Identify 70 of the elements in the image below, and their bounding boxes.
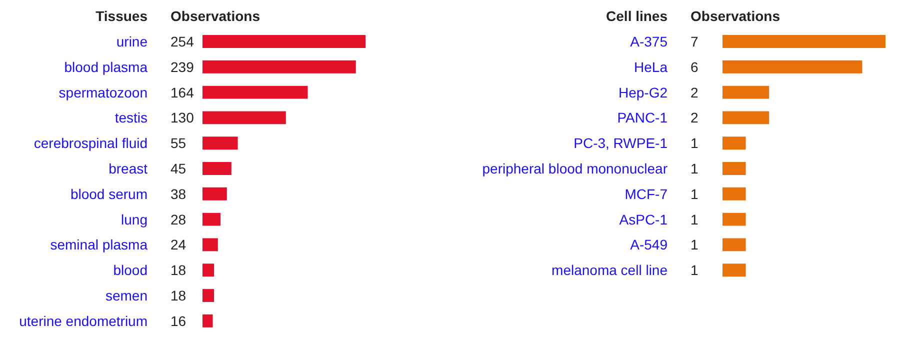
bar bbox=[202, 60, 356, 74]
y-tick-label: Hep-G2 bbox=[618, 84, 668, 100]
y-tick-label: seminal plasma bbox=[50, 236, 148, 253]
y-tick-label: A-375 bbox=[630, 34, 668, 50]
y-tick-label: A-549 bbox=[630, 236, 668, 253]
y-tick-label: blood plasma bbox=[64, 58, 148, 75]
x-axis-title: Observations bbox=[170, 8, 260, 24]
y-tick-label: AsPC-1 bbox=[619, 211, 668, 228]
y-tick-label: testis bbox=[114, 110, 148, 126]
data-label: 130 bbox=[170, 110, 194, 126]
data-label: 38 bbox=[170, 186, 186, 202]
data-label: 6 bbox=[690, 58, 698, 75]
data-label: 1 bbox=[690, 160, 698, 176]
data-label: 18 bbox=[170, 288, 186, 304]
bar bbox=[202, 187, 227, 200]
bar bbox=[722, 264, 746, 277]
bar bbox=[202, 35, 366, 48]
bar bbox=[722, 212, 746, 226]
y-tick-label: semen bbox=[105, 288, 148, 304]
y-tick-label: blood serum bbox=[70, 186, 148, 202]
data-label: 254 bbox=[170, 34, 194, 50]
bar bbox=[722, 86, 770, 99]
bar bbox=[722, 136, 746, 150]
data-label: 239 bbox=[170, 58, 194, 75]
y-tick-label: blood bbox=[113, 262, 148, 278]
y-tick-label: PANC-1 bbox=[617, 110, 668, 126]
data-label: 16 bbox=[170, 312, 186, 329]
data-label: 24 bbox=[170, 236, 186, 253]
y-axis-title: Tissues bbox=[96, 8, 148, 24]
data-label: 2 bbox=[690, 84, 698, 100]
y-tick-label: lung bbox=[121, 211, 148, 228]
y-tick-label: spermatozoon bbox=[58, 84, 148, 100]
y-tick-label: uterine endometrium bbox=[19, 312, 148, 329]
bar bbox=[722, 187, 746, 200]
y-axis-title: Cell lines bbox=[606, 8, 668, 24]
bar bbox=[722, 238, 746, 252]
y-tick-label: peripheral blood mononuclear bbox=[482, 160, 668, 176]
bar bbox=[202, 264, 214, 277]
bar bbox=[202, 238, 218, 252]
data-label: 1 bbox=[690, 211, 698, 228]
y-tick-label: urine bbox=[116, 34, 148, 50]
bar bbox=[202, 86, 308, 99]
bar bbox=[722, 35, 886, 48]
bar bbox=[202, 111, 286, 124]
y-tick-label: MCF-7 bbox=[624, 186, 668, 202]
bar bbox=[722, 111, 770, 124]
bar bbox=[202, 289, 214, 302]
data-label: 55 bbox=[170, 135, 186, 152]
data-label: 1 bbox=[690, 135, 698, 152]
bar bbox=[202, 162, 232, 175]
x-axis-title: Observations bbox=[690, 8, 780, 24]
y-tick-label: PC-3, RWPE-1 bbox=[574, 135, 668, 152]
data-label: 7 bbox=[690, 34, 698, 50]
data-label: 45 bbox=[170, 160, 186, 176]
bar bbox=[722, 162, 746, 175]
data-label: 18 bbox=[170, 262, 186, 278]
data-label: 28 bbox=[170, 211, 186, 228]
data-label: 1 bbox=[690, 186, 698, 202]
bar bbox=[202, 212, 220, 226]
bar bbox=[202, 314, 213, 328]
y-tick-label: HeLa bbox=[634, 58, 668, 75]
bar bbox=[722, 60, 862, 74]
data-label: 164 bbox=[170, 84, 194, 100]
y-tick-label: breast bbox=[108, 160, 148, 176]
y-tick-label: cerebrospinal fluid bbox=[34, 135, 148, 152]
data-label: 1 bbox=[690, 236, 698, 253]
data-label: 2 bbox=[690, 110, 698, 126]
bar bbox=[202, 136, 238, 150]
data-label: 1 bbox=[690, 262, 698, 278]
y-tick-label: melanoma cell line bbox=[552, 262, 668, 278]
